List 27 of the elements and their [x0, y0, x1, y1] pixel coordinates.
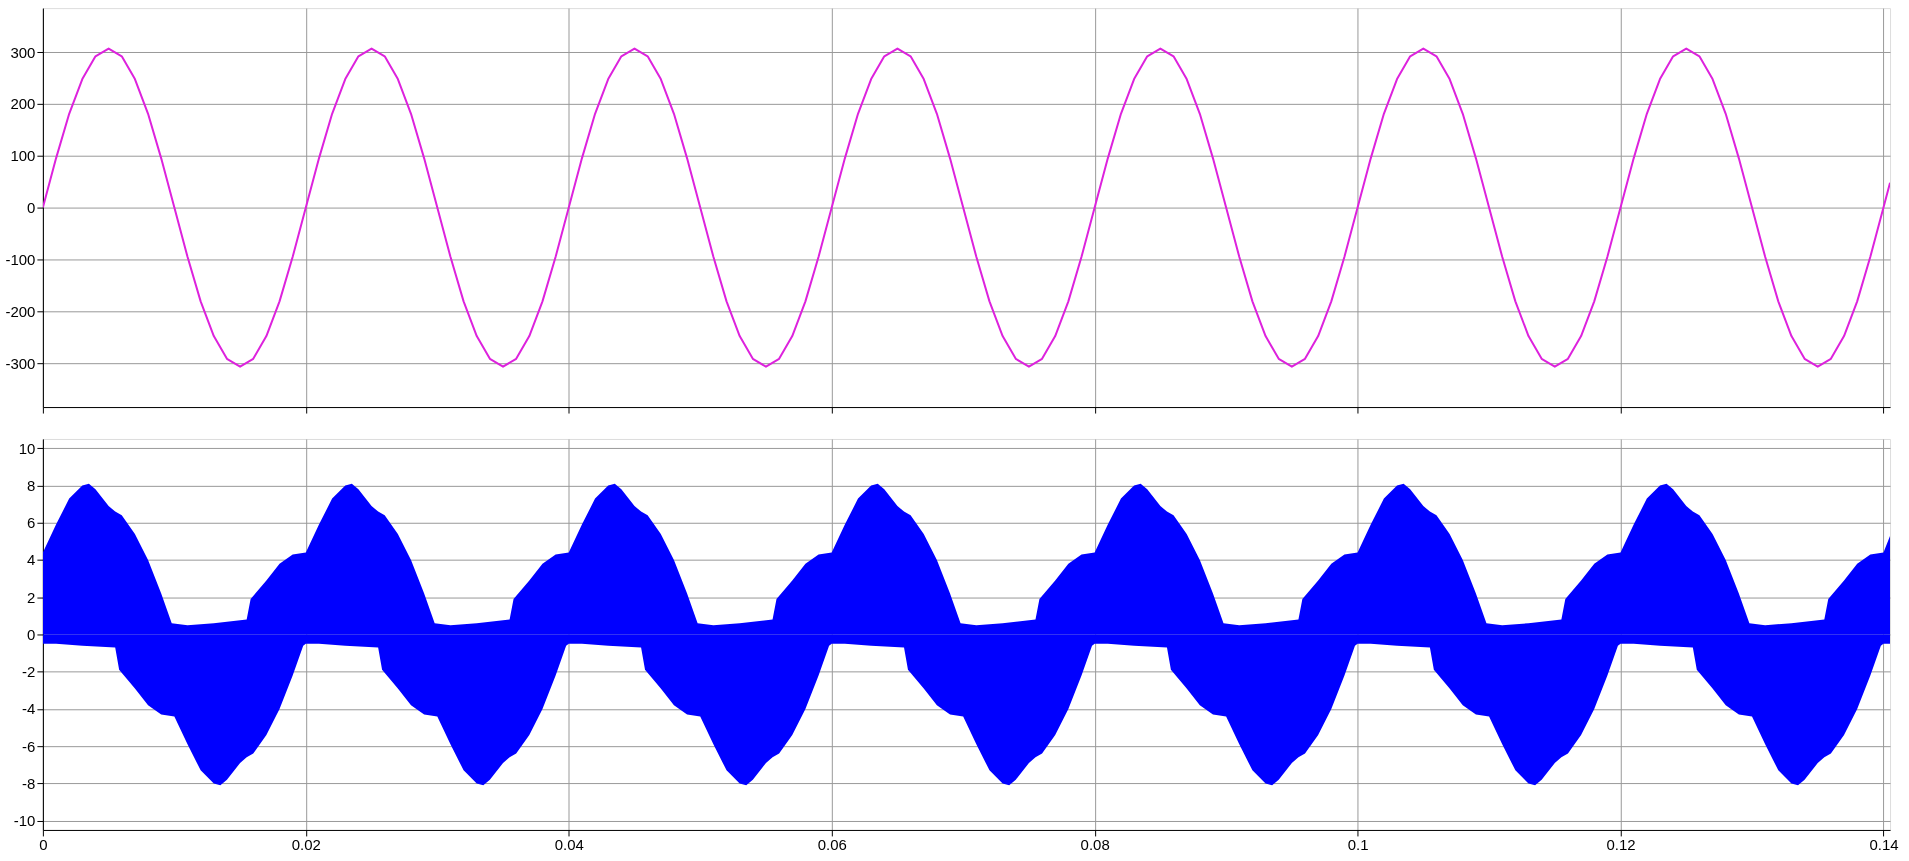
x-tick-label: 0.08 [1080, 836, 1110, 854]
x-tick-label: 0.12 [1606, 836, 1636, 854]
x-tick-label: 0.04 [554, 836, 584, 854]
y-tick-label: 4 [27, 551, 36, 569]
y-tick-label: -300 [5, 354, 36, 372]
y-tick-label: 0 [27, 199, 36, 217]
y-tick-label: -10 [13, 812, 36, 830]
y-tick-label: 200 [10, 95, 36, 113]
y-tick-label: 0 [27, 625, 36, 643]
y-tick-label: 6 [27, 514, 36, 532]
y-tick-label: 100 [10, 147, 36, 165]
y-tick-label: -8 [22, 774, 36, 792]
y-tick-label: -4 [22, 700, 36, 718]
x-tick-label: 0 [39, 836, 48, 854]
y-tick-label: 2 [27, 588, 36, 606]
y-tick-label: 8 [27, 477, 36, 495]
x-tick-label: 0.1 [1347, 836, 1369, 854]
y-tick-label: 300 [10, 43, 36, 61]
y-tick-label: -6 [22, 737, 36, 755]
x-tick-label: 0.06 [817, 836, 847, 854]
x-tick-label: 0.02 [291, 836, 321, 854]
y-tick-label: -200 [5, 302, 36, 320]
y-tick-label: -2 [22, 663, 36, 681]
y-tick-label: 10 [18, 439, 36, 457]
x-tick-label: 0.14 [1869, 836, 1899, 854]
y-tick-label: -100 [5, 250, 36, 268]
line-series [42, 47, 1891, 368]
